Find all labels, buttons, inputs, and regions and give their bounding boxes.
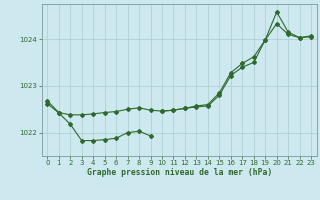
X-axis label: Graphe pression niveau de la mer (hPa): Graphe pression niveau de la mer (hPa)	[87, 168, 272, 177]
